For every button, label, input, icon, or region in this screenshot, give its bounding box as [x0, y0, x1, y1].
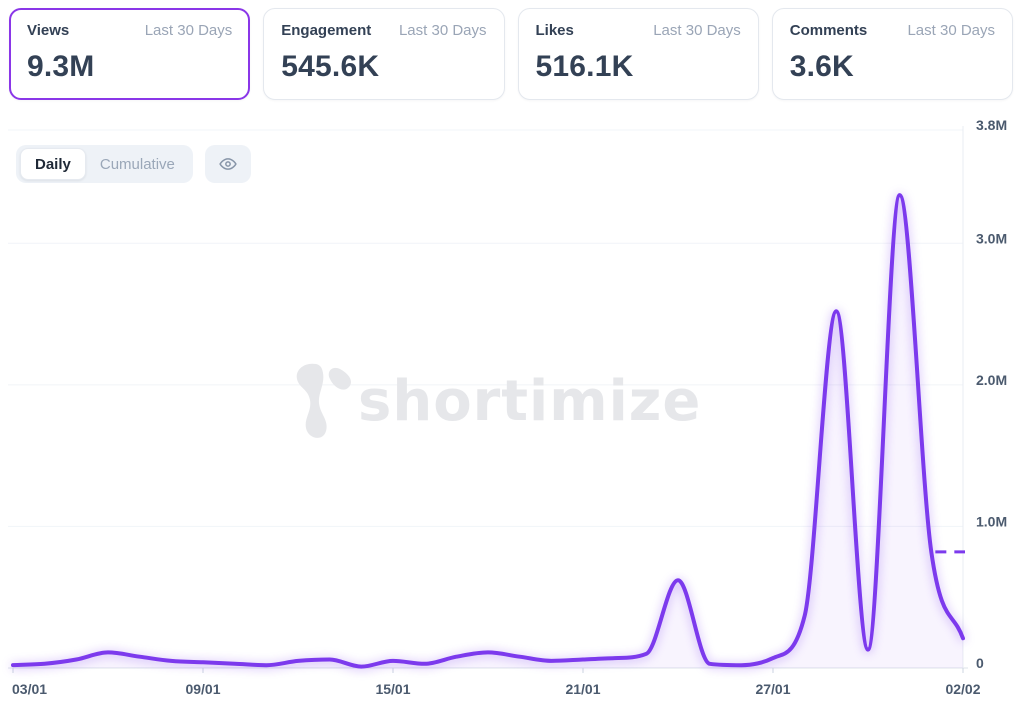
x-tick-label: 21/01 — [565, 681, 600, 697]
visibility-button[interactable] — [204, 145, 251, 183]
x-tick-label: 03/01 — [12, 681, 47, 697]
card-header: Comments Last 30 Days — [790, 22, 995, 39]
card-header: Views Last 30 Days — [27, 22, 232, 39]
y-tick-label: 3.8M — [976, 117, 1007, 133]
metric-card-views[interactable]: Views Last 30 Days 9.3M — [9, 8, 251, 100]
card-title: Engagement — [281, 22, 372, 39]
y-tick-label: 0 — [976, 655, 984, 671]
watermark: shortimize — [296, 363, 701, 438]
card-title: Views — [27, 22, 70, 39]
chart-toolbar: Daily Cumulative — [16, 145, 251, 183]
toggle-daily[interactable]: Daily — [20, 148, 86, 180]
views-series-line — [11, 193, 965, 669]
metric-cards: Views Last 30 Days 9.3M Engagement Last … — [9, 8, 1013, 100]
y-tick-label: 1.0M — [976, 513, 1007, 529]
shortimize-logo — [296, 363, 327, 438]
daily-cumulative-toggle: Daily Cumulative — [16, 145, 193, 183]
card-title: Likes — [535, 22, 574, 39]
card-period: Last 30 Days — [653, 22, 741, 39]
card-period: Last 30 Days — [907, 22, 995, 39]
card-header: Likes Last 30 Days — [536, 22, 741, 39]
metric-card-likes[interactable]: Likes Last 30 Days 516.1K — [517, 8, 759, 100]
card-title: Comments — [789, 22, 868, 39]
card-period: Last 30 Days — [398, 22, 487, 39]
metric-card-comments[interactable]: Comments Last 30 Days 3.6K — [771, 8, 1013, 100]
y-tick-label: 3.0M — [976, 230, 1007, 246]
x-tick-label: 27/01 — [755, 681, 790, 697]
eye-icon — [218, 154, 238, 174]
y-tick-label: 2.0M — [976, 372, 1007, 388]
card-period: Last 30 Days — [144, 22, 233, 39]
x-tick-label: 09/01 — [185, 681, 220, 697]
toggle-cumulative[interactable]: Cumulative — [99, 155, 175, 173]
card-value: 9.3M — [27, 50, 95, 83]
card-value: 516.1K — [535, 50, 634, 83]
card-value: 545.6K — [281, 50, 380, 83]
watermark-text: shortimize — [358, 369, 701, 434]
card-value: 3.6K — [789, 50, 854, 83]
x-tick-label: 02/02 — [945, 681, 980, 697]
card-header: Engagement Last 30 Days — [281, 22, 486, 39]
metric-card-engagement[interactable]: Engagement Last 30 Days 545.6K — [263, 8, 505, 100]
x-tick-label: 15/01 — [375, 681, 410, 697]
shortimize-logo-arrow — [328, 367, 351, 390]
